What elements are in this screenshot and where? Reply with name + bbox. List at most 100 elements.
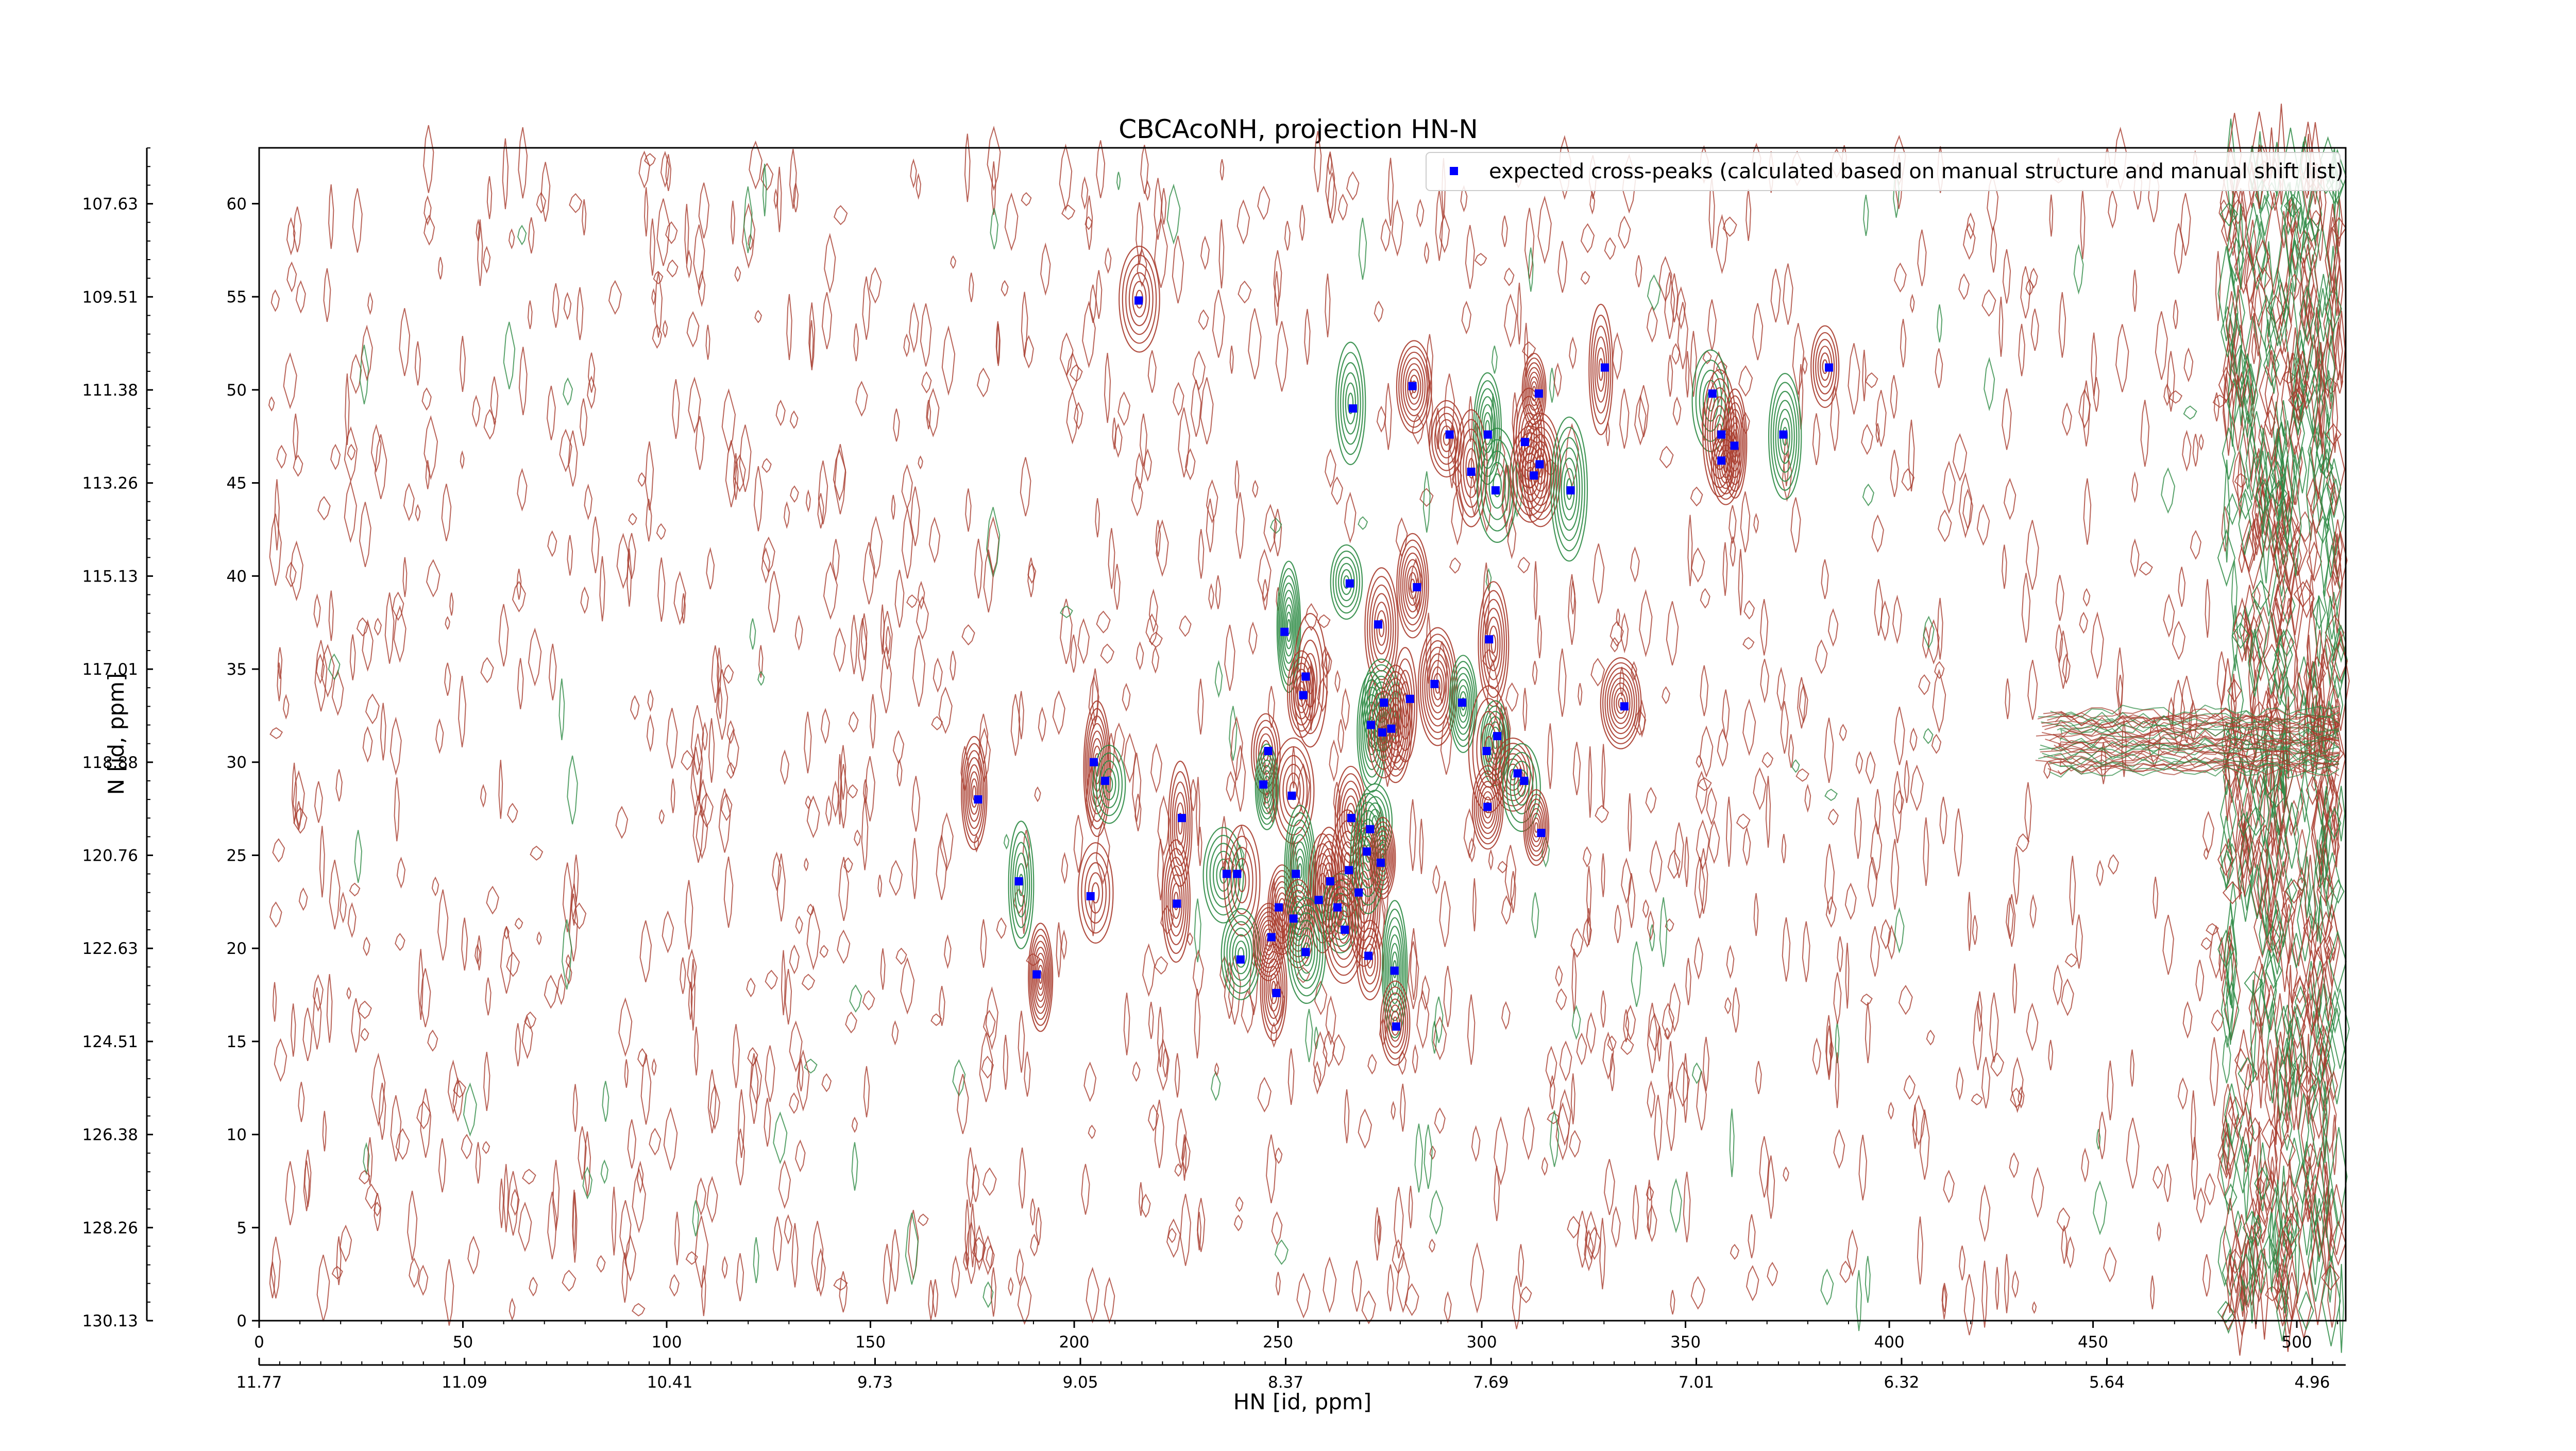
noise-contour (2221, 506, 2229, 552)
noise-contour (2244, 249, 2256, 304)
noise-contour (1020, 457, 1031, 517)
noise-contour (1361, 1290, 1376, 1325)
edge-contour (2269, 767, 2287, 835)
peak-contour (1396, 340, 1432, 434)
ridge-contour (2049, 765, 2340, 779)
cross-peak-marker (1430, 679, 1439, 688)
noise-contour (316, 653, 325, 684)
edge-contour (2257, 1142, 2268, 1211)
peak-contour (1532, 448, 1549, 492)
noise-contour (1802, 356, 1808, 375)
ridge-contour (2054, 749, 2340, 763)
noise-contour (1967, 892, 1972, 951)
ridge-contour (2050, 704, 2340, 718)
peak-contour (1313, 826, 1345, 942)
edge-contour (2285, 419, 2303, 505)
noise-contour (1835, 1052, 1840, 1108)
noise-contour (2299, 257, 2308, 327)
noise-contour (2091, 611, 2104, 679)
noise-contour (483, 246, 491, 274)
noise-contour (1380, 218, 1391, 252)
noise-contour (524, 1011, 537, 1029)
noise-contour (1954, 808, 1963, 877)
noise-contour (500, 926, 513, 994)
noise-contour (1074, 402, 1083, 430)
edge-contour (2229, 1231, 2243, 1293)
noise-contour (1275, 1147, 1283, 1164)
peak-contour (1287, 650, 1316, 738)
noise-contour (1555, 965, 1563, 987)
noise-contour (1956, 1066, 1964, 1101)
noise-contour (709, 1083, 720, 1130)
noise-contour (1185, 448, 1196, 481)
noise-contour (891, 1020, 899, 1046)
noise-contour (1218, 219, 1225, 288)
y-tick-label: 20 (227, 940, 247, 958)
peak-contour (1386, 998, 1404, 1048)
edge-contour (2277, 1072, 2284, 1121)
noise-contour (753, 1237, 759, 1284)
noise-contour (1740, 491, 1751, 553)
noise-contour (358, 1000, 372, 1019)
peak-contour (1172, 781, 1189, 866)
noise-contour (1577, 1210, 1588, 1268)
noise-contour (1874, 789, 1881, 834)
ridge-contour (2043, 707, 2340, 720)
noise-contour (981, 1055, 994, 1079)
edge-contour (2272, 646, 2285, 691)
noise-contour (312, 974, 324, 1012)
noise-contour (1267, 686, 1275, 728)
ridge-contour (2053, 728, 2340, 741)
noise-contour (1676, 286, 1686, 330)
noise-contour (1262, 762, 1267, 805)
noise-contour (486, 885, 499, 915)
noise-contour (1880, 600, 1890, 642)
noise-contour (869, 516, 883, 579)
noise-contour (1263, 504, 1278, 553)
noise-contour (547, 530, 557, 557)
edge-contour (2311, 661, 2317, 688)
noise-contour (1197, 1198, 1206, 1252)
noise-contour (1123, 732, 1137, 783)
noise-contour (1230, 715, 1243, 781)
noise-contour (1753, 893, 1759, 936)
edge-contour (2291, 890, 2306, 966)
peak-contour (1609, 677, 1633, 729)
peak-contour (1711, 428, 1741, 505)
noise-contour (917, 1214, 929, 1226)
noise-contour (996, 323, 1001, 366)
noise-contour (1804, 783, 1811, 813)
noise-contour (1558, 648, 1567, 717)
edge-contour (2309, 1222, 2327, 1325)
noise-contour (483, 408, 496, 440)
noise-contour (990, 1267, 997, 1317)
noise-contour (431, 876, 439, 897)
noise-contour (303, 1160, 310, 1211)
noise-contour (1214, 660, 1223, 698)
edge-contour (2270, 277, 2290, 347)
noise-contour (965, 1222, 977, 1284)
noise-contour (314, 781, 323, 823)
noise-contour (926, 387, 940, 438)
noise-contour (1142, 943, 1156, 997)
noise-contour (1639, 589, 1653, 658)
noise-contour (326, 974, 333, 1043)
noise-contour (1157, 795, 1170, 857)
edge-contour (2337, 311, 2346, 388)
noise-contour (329, 860, 341, 930)
noise-contour (843, 857, 853, 873)
noise-contour (2108, 854, 2119, 875)
noise-contour (2196, 1187, 2206, 1224)
noise-contour (720, 793, 733, 822)
noise-contour (1609, 1053, 1615, 1091)
noise-contour (798, 1059, 804, 1091)
edge-contour (2257, 1194, 2268, 1243)
peak-contour (1371, 821, 1395, 895)
noise-contour (2130, 538, 2140, 578)
noise-contour (1919, 1109, 1930, 1180)
noise-contour (295, 280, 306, 314)
noise-contour (911, 838, 918, 899)
noise-contour (1910, 764, 1924, 811)
noise-contour (1271, 1211, 1283, 1245)
ridge-contour (2042, 746, 2340, 760)
